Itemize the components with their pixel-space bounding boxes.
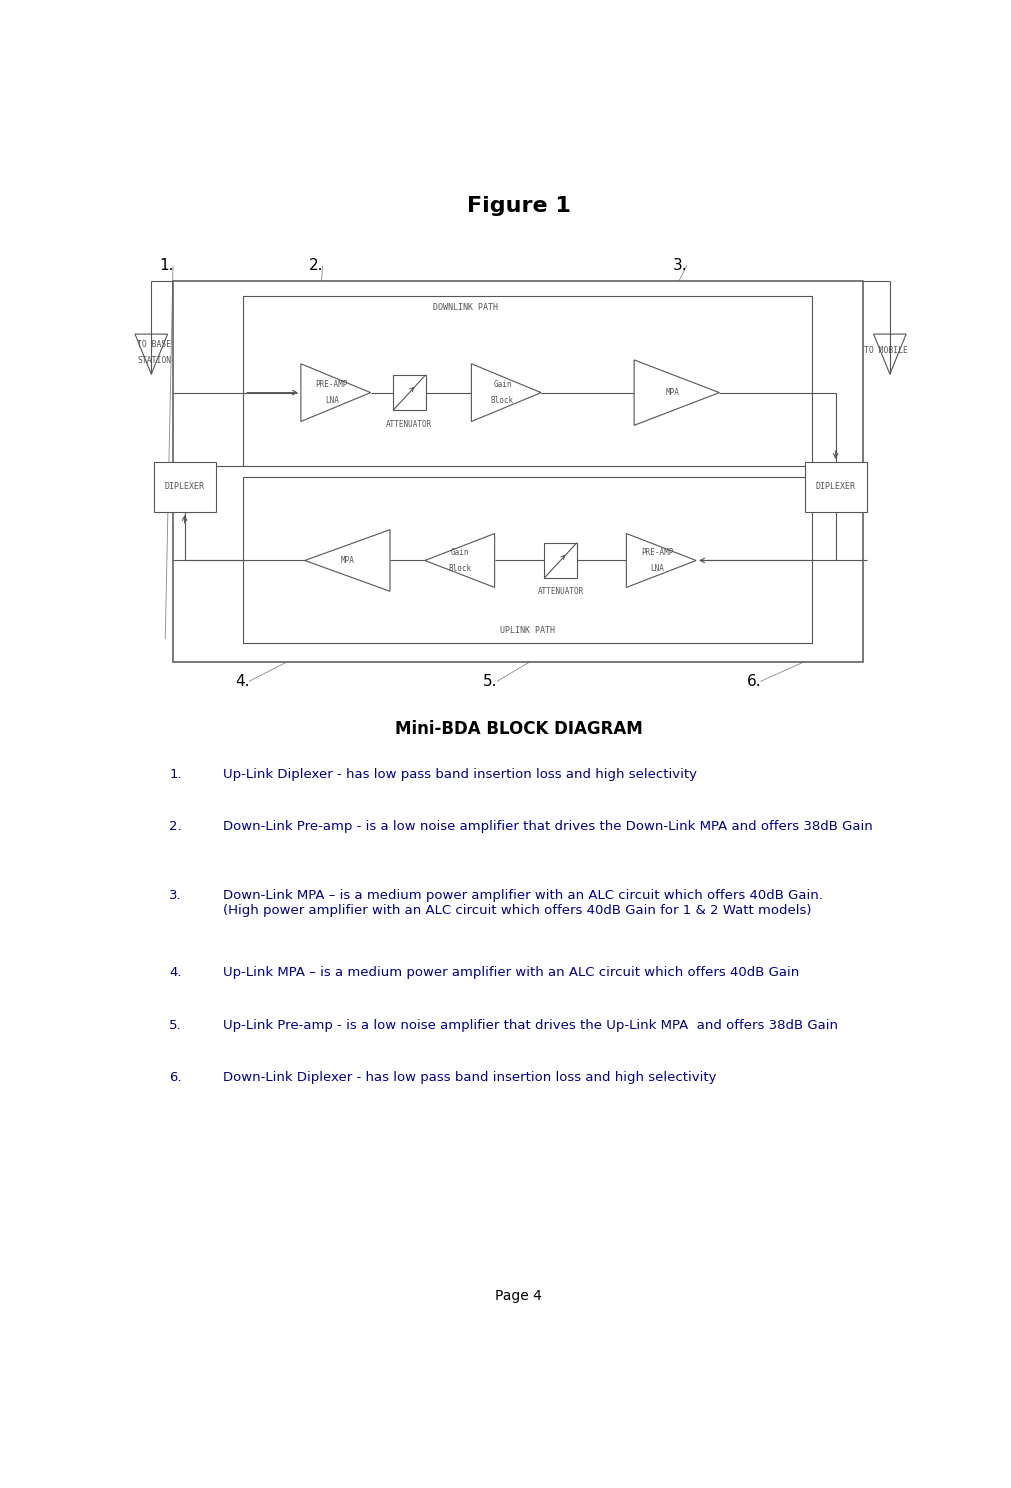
Polygon shape xyxy=(300,363,370,421)
Text: TO BASE: TO BASE xyxy=(137,341,171,350)
Text: Down-Link Pre-amp - is a low noise amplifier that drives the Down-Link MPA and o: Down-Link Pre-amp - is a low noise ampli… xyxy=(223,820,872,833)
Text: TO MOBILE: TO MOBILE xyxy=(863,345,907,354)
Text: 2.: 2. xyxy=(169,820,182,833)
Bar xyxy=(243,478,812,643)
Text: Down-Link MPA – is a medium power amplifier with an ALC circuit which offers 40d: Down-Link MPA – is a medium power amplif… xyxy=(223,890,822,917)
Text: MPA: MPA xyxy=(340,557,354,565)
Text: 1.: 1. xyxy=(159,257,173,274)
Text: STATION: STATION xyxy=(137,356,171,365)
Text: 6.: 6. xyxy=(169,1071,181,1083)
Text: 5.: 5. xyxy=(169,1019,182,1031)
Bar xyxy=(243,296,812,466)
Polygon shape xyxy=(425,534,494,588)
Text: DIPLEXER: DIPLEXER xyxy=(815,482,854,491)
Text: LNA: LNA xyxy=(325,396,339,405)
Text: 3.: 3. xyxy=(169,890,182,902)
Text: Figure 1: Figure 1 xyxy=(466,196,570,216)
Text: DIPLEXER: DIPLEXER xyxy=(165,482,204,491)
Text: Up-Link Pre-amp - is a low noise amplifier that drives the Up-Link MPA  and offe: Up-Link Pre-amp - is a low noise amplifi… xyxy=(223,1019,837,1031)
Text: Gain: Gain xyxy=(450,548,468,558)
Text: 4.: 4. xyxy=(235,674,250,689)
Text: Gain: Gain xyxy=(492,381,512,390)
Bar xyxy=(392,375,426,411)
Bar xyxy=(173,281,862,662)
Text: ATTENUATOR: ATTENUATOR xyxy=(537,588,583,597)
Bar xyxy=(154,461,215,512)
Text: MPA: MPA xyxy=(665,388,679,397)
Bar xyxy=(804,461,865,512)
Polygon shape xyxy=(634,360,719,426)
Text: 3.: 3. xyxy=(672,257,686,274)
Text: Block: Block xyxy=(490,396,514,405)
Text: ATTENUATOR: ATTENUATOR xyxy=(386,420,432,429)
Text: UPLINK PATH: UPLINK PATH xyxy=(499,626,554,635)
Polygon shape xyxy=(626,534,696,588)
Text: LNA: LNA xyxy=(650,564,663,573)
Text: 5.: 5. xyxy=(482,674,497,689)
Text: DOWNLINK PATH: DOWNLINK PATH xyxy=(433,302,497,311)
Text: PRE-AMP: PRE-AMP xyxy=(641,548,673,558)
Text: Up-Link Diplexer - has low pass band insertion loss and high selectivity: Up-Link Diplexer - has low pass band ins… xyxy=(223,768,697,781)
Polygon shape xyxy=(304,530,389,591)
Text: 6.: 6. xyxy=(746,674,760,689)
Polygon shape xyxy=(471,363,541,421)
Text: 4.: 4. xyxy=(169,966,181,979)
Text: Block: Block xyxy=(448,564,471,573)
Text: Mini-BDA BLOCK DIAGRAM: Mini-BDA BLOCK DIAGRAM xyxy=(394,720,642,738)
Text: 2.: 2. xyxy=(308,257,323,274)
Text: Down-Link Diplexer - has low pass band insertion loss and high selectivity: Down-Link Diplexer - has low pass band i… xyxy=(223,1071,716,1083)
Text: Up-Link MPA – is a medium power amplifier with an ALC circuit which offers 40dB : Up-Link MPA – is a medium power amplifie… xyxy=(223,966,799,979)
Text: PRE-AMP: PRE-AMP xyxy=(315,381,348,390)
Text: 1.: 1. xyxy=(169,768,182,781)
Bar xyxy=(544,543,576,579)
Text: Page 4: Page 4 xyxy=(494,1289,542,1303)
